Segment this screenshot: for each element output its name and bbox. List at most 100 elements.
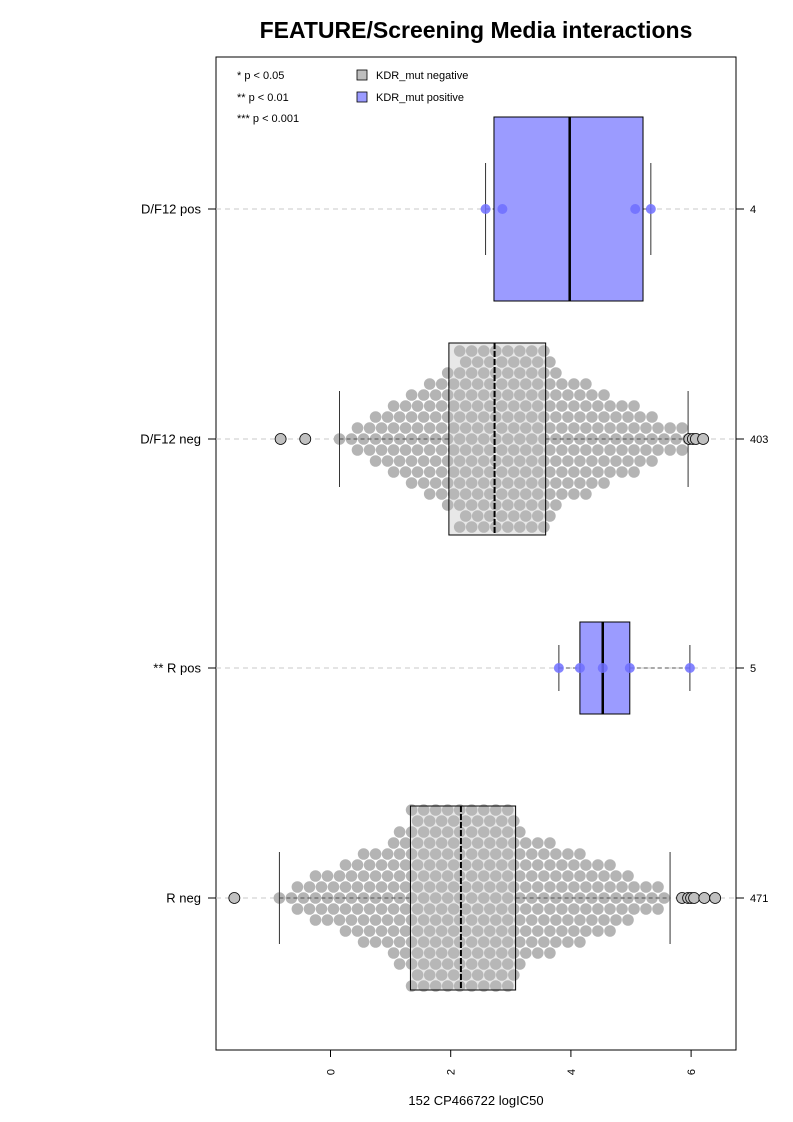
swarm-point (291, 881, 304, 893)
swarm-point (478, 411, 490, 423)
swarm-point (586, 914, 598, 926)
swarm-point (411, 422, 424, 434)
swarm-point (616, 422, 628, 434)
swarm-point (478, 477, 490, 489)
swarm-point (478, 870, 490, 882)
swarm-point (616, 400, 628, 412)
swarm-point (309, 914, 322, 926)
swarm-point (532, 422, 544, 434)
swarm-point (532, 925, 544, 937)
swarm-point (574, 477, 586, 489)
swarm-point (520, 378, 532, 390)
swarm-point (496, 837, 508, 849)
swarm-point (393, 433, 406, 445)
swarm-point (381, 914, 394, 926)
swarm-point (435, 947, 448, 959)
swarm-point (484, 903, 496, 915)
data-point (574, 663, 585, 673)
swarm-point (429, 936, 442, 948)
swarm-point (459, 881, 472, 893)
swarm-point (556, 400, 568, 412)
swarm-point (405, 870, 418, 882)
swarm-point (453, 433, 466, 445)
swarm-point (441, 980, 454, 992)
swarm-point (453, 980, 466, 992)
swarm-point (453, 389, 466, 401)
swarm-point (363, 444, 376, 456)
swarm-point (441, 477, 454, 489)
swarm-point (586, 433, 598, 445)
swarm-point (676, 444, 688, 456)
swarm-point (478, 367, 490, 379)
swarm-point (459, 837, 472, 849)
swarm-point (538, 433, 550, 445)
swarm-point (411, 444, 424, 456)
swarm-point (556, 444, 568, 456)
swarm-point (447, 859, 460, 871)
swarm-point (484, 510, 496, 522)
swarm-point (502, 848, 514, 860)
data-point (645, 204, 656, 214)
swarm-point (526, 914, 538, 926)
swarm-point (646, 455, 658, 467)
swarm-point (441, 455, 454, 467)
swarm-point (490, 477, 502, 489)
swarm-point (423, 815, 436, 827)
swarm-point (357, 870, 370, 882)
group-count: 471 (750, 893, 768, 905)
swarm-point (478, 826, 490, 838)
swarm-point (544, 378, 556, 390)
swarm-point (417, 389, 430, 401)
box-iqr (409, 805, 517, 991)
legend-label-kdr-positive: KDR_mut positive (376, 92, 464, 104)
swarm-point (453, 914, 466, 926)
swarm-point (526, 455, 538, 467)
swarm-point (465, 936, 478, 948)
swarm-point (532, 444, 544, 456)
swarm-point (640, 444, 652, 456)
swarm-point (459, 947, 472, 959)
swarm-point (532, 466, 544, 478)
swarm-point (471, 969, 484, 981)
swarm-point (429, 804, 442, 816)
swarm-point (544, 400, 556, 412)
swarm-point (465, 411, 478, 423)
swarm-point (484, 881, 496, 893)
swarm-point (441, 367, 454, 379)
swarm-point (339, 903, 352, 915)
swarm-point (496, 488, 508, 500)
swarm-point (514, 455, 526, 467)
swarm-point (363, 859, 376, 871)
swarm-point (484, 356, 496, 368)
swarm-point (526, 367, 538, 379)
swarm-point (568, 378, 580, 390)
swarm-point (604, 881, 616, 893)
outlier-point (228, 892, 241, 904)
swarm-point (405, 958, 418, 970)
swarm-point (622, 433, 634, 445)
swarm-point (423, 444, 436, 456)
swarm-point (435, 422, 448, 434)
swarm-point (321, 870, 334, 882)
swarm-point (465, 804, 478, 816)
swarm-point (616, 903, 628, 915)
swarm-point (550, 499, 562, 511)
swarm-point (351, 881, 364, 893)
swarm-point (526, 936, 538, 948)
swarm-point (453, 455, 466, 467)
swarm-point (441, 411, 454, 423)
group-count: 4 (750, 204, 756, 216)
swarm-point (405, 477, 418, 489)
swarm-point (447, 422, 460, 434)
swarm-point (538, 389, 550, 401)
swarm-point (285, 892, 298, 904)
swarm-point (514, 870, 526, 882)
swarm-point (526, 499, 538, 511)
swarm-point (502, 433, 514, 445)
swarm-point (604, 444, 616, 456)
swarm-point (526, 433, 538, 445)
swarm-point (465, 958, 478, 970)
swarm-point (405, 804, 418, 816)
swarm-point (580, 488, 592, 500)
swarm-point (459, 356, 472, 368)
